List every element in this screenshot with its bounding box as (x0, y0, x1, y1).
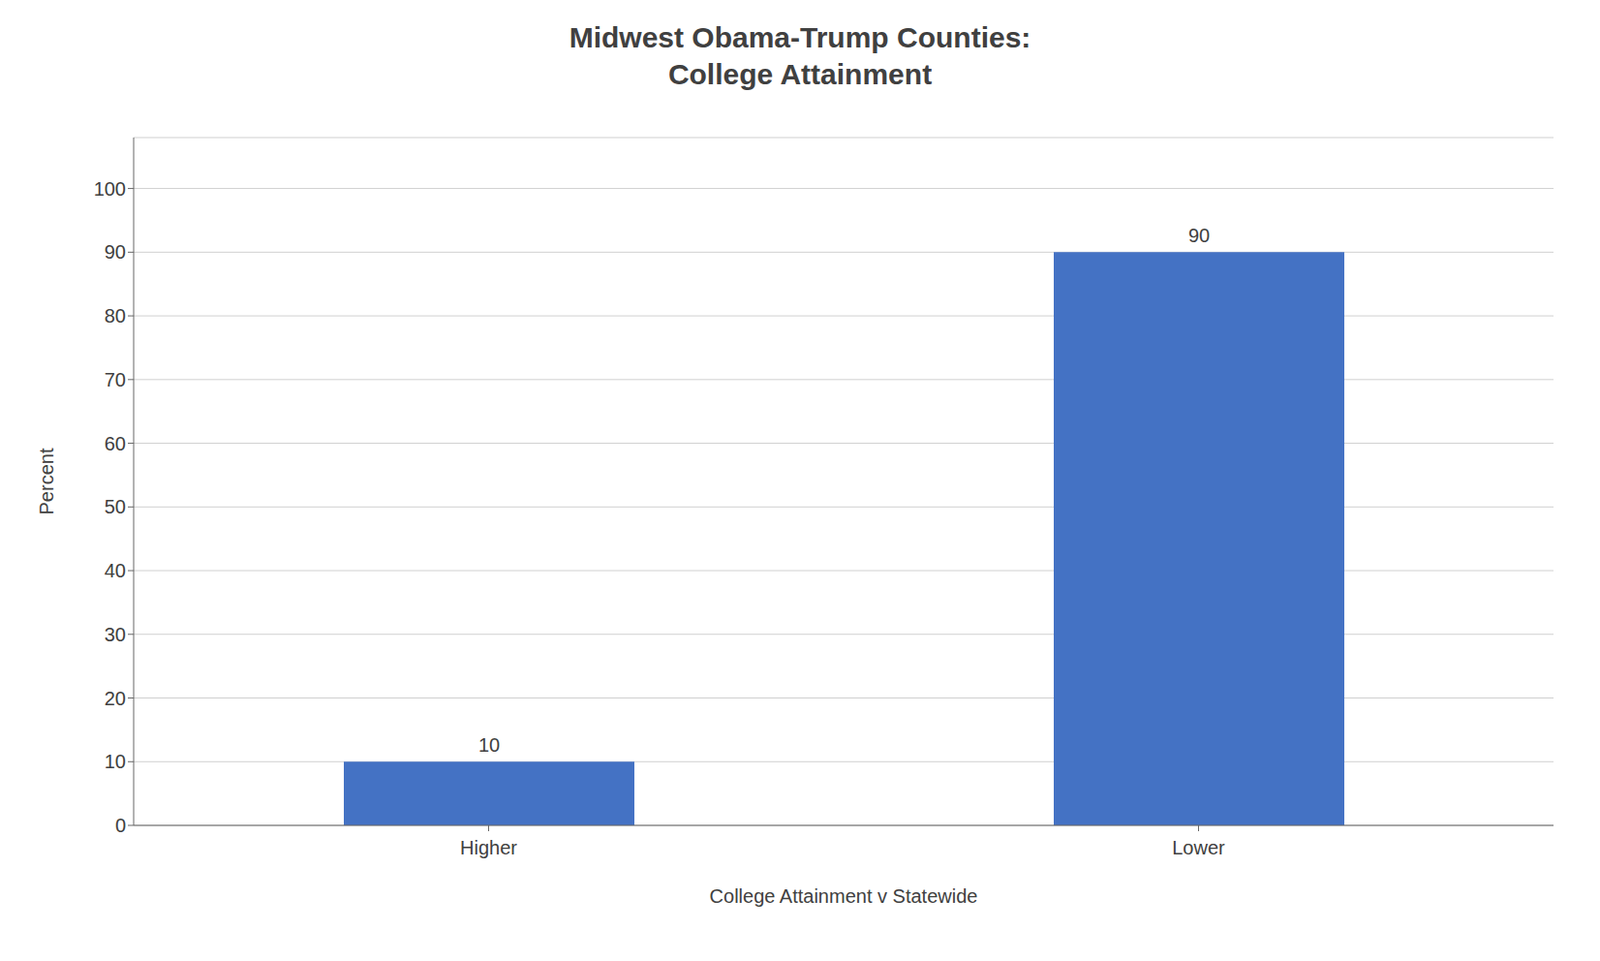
svg-text:30: 30 (104, 623, 126, 646)
svg-text:40: 40 (104, 559, 126, 582)
svg-text:20: 20 (104, 687, 126, 709)
svg-text:100: 100 (93, 178, 126, 200)
svg-text:50: 50 (104, 495, 126, 518)
html-text:College Attainment: College Attainment (668, 58, 932, 91)
svg-text:80: 80 (104, 305, 126, 327)
svg-text:70: 70 (104, 369, 126, 391)
svg-text:90: 90 (1188, 224, 1210, 247)
svg-text:Higher: Higher (460, 836, 518, 859)
svg-text:Percent: Percent (35, 447, 58, 515)
svg-text:60: 60 (104, 432, 126, 455)
svg-text:90: 90 (104, 241, 126, 263)
svg-text:0: 0 (115, 814, 126, 836)
svg-text:Lower: Lower (1171, 836, 1226, 859)
svg-text:10: 10 (104, 750, 126, 772)
svg-text:10: 10 (478, 734, 500, 756)
html-text:Midwest Obama-Trump Counties:: Midwest Obama-Trump Counties: (569, 21, 1031, 54)
svg-text:College Attainment v Statewide: College Attainment v Statewide (709, 885, 979, 907)
